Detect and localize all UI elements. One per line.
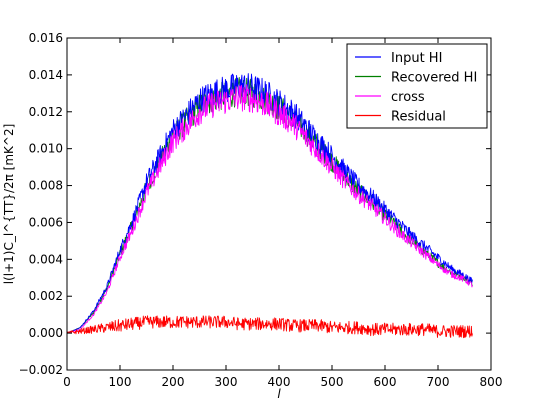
x-tick-label: 400 xyxy=(268,375,291,389)
x-tick-label: 500 xyxy=(321,375,344,389)
series-line-input-hi xyxy=(67,73,473,334)
x-axis-label: l xyxy=(277,387,281,401)
y-tick-label: 0.008 xyxy=(29,179,63,193)
y-tick-label: 0.000 xyxy=(29,326,63,340)
y-axis-label: l(l+1)C_l^{TT}/2π [mK^2] xyxy=(2,124,16,285)
x-tick-label: 0 xyxy=(63,375,71,389)
y-tick-label: 0.002 xyxy=(29,289,63,303)
y-tick-label: 0.012 xyxy=(29,105,63,119)
legend-label: Recovered HI xyxy=(391,71,477,86)
labels-layer: l l(l+1)C_l^{TT}/2π [mK^2] xyxy=(2,124,281,401)
series-line-residual xyxy=(67,315,473,339)
legend-label: Residual xyxy=(391,110,446,125)
y-tick-label: 0.016 xyxy=(29,31,63,45)
y-tick-label: −0.002 xyxy=(19,363,63,377)
series-line-cross xyxy=(67,84,473,334)
x-tick-label: 200 xyxy=(162,375,185,389)
series-layer xyxy=(67,73,473,339)
legend: Input HI Recovered HI cross Residual xyxy=(346,43,488,129)
legend-label: cross xyxy=(391,90,425,105)
y-tick-label: 0.006 xyxy=(29,215,63,229)
y-tick-label: 0.010 xyxy=(29,142,63,156)
x-tick-label: 700 xyxy=(427,375,450,389)
legend-box xyxy=(346,43,488,129)
x-tick-label: 100 xyxy=(109,375,132,389)
y-tick-label: 0.014 xyxy=(29,68,63,82)
x-tick-label: 300 xyxy=(215,375,238,389)
legend-label: Input HI xyxy=(391,51,442,66)
x-tick-label: 600 xyxy=(374,375,397,389)
ticks-layer: 0 100 200 300 400 500 600 700 800 −0.002 0.000 0.00… xyxy=(19,31,503,389)
x-tick-label: 800 xyxy=(480,375,503,389)
y-tick-label: 0.004 xyxy=(29,252,63,266)
